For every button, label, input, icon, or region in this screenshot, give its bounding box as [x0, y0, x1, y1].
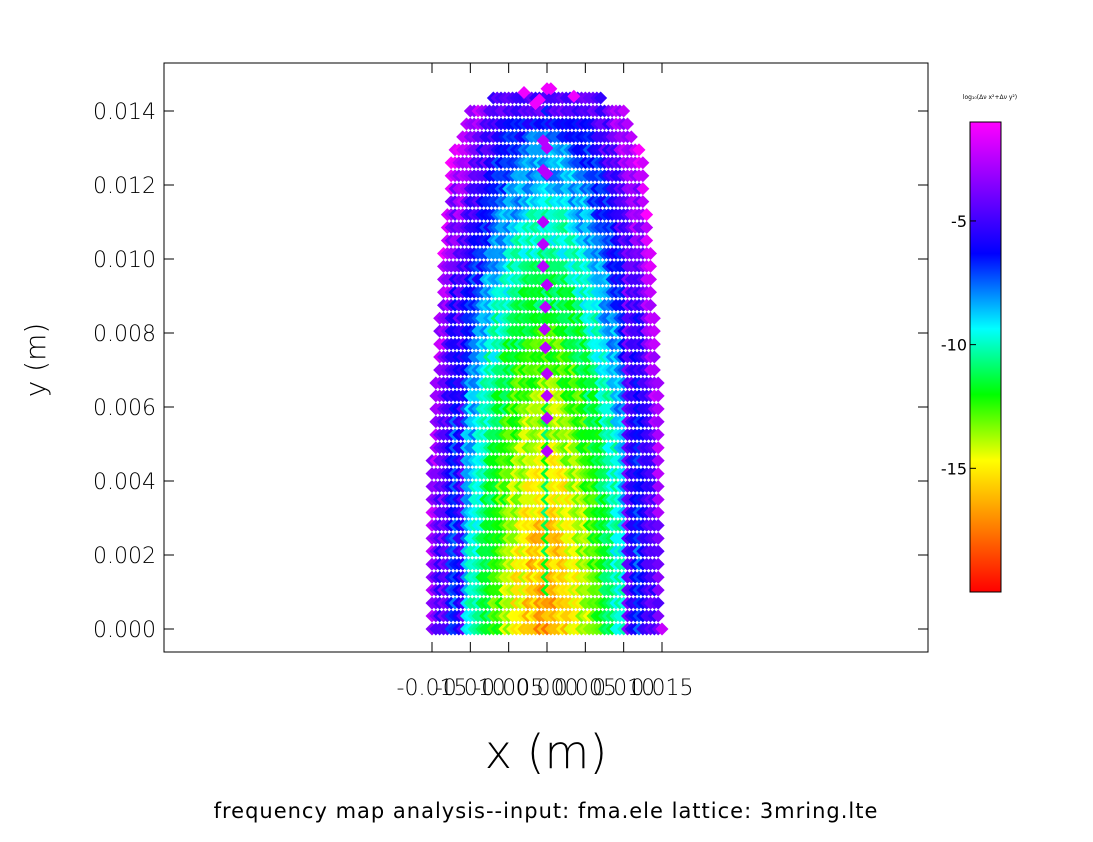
- data-point: [538, 322, 552, 336]
- data-point: [651, 428, 665, 442]
- data-point: [617, 104, 631, 118]
- data-point: [651, 454, 665, 468]
- plot-frame: [163, 62, 929, 653]
- y-tick-label: 0.012: [93, 174, 156, 199]
- data-point: [651, 583, 665, 597]
- data-point: [644, 259, 658, 273]
- data-point: [651, 480, 665, 494]
- x-axis-label: x (m): [485, 725, 608, 779]
- colorbar-tick-label: -15: [941, 459, 967, 478]
- data-point: [647, 311, 661, 325]
- data-point: [538, 341, 552, 355]
- y-tick-label: 0.000: [93, 618, 156, 643]
- data-point: [624, 130, 638, 144]
- x-tick-label: 0.010: [592, 676, 655, 701]
- data-point: [647, 363, 661, 377]
- data-point: [528, 97, 542, 111]
- chart-caption: frequency map analysis--input: fma.ele l…: [214, 799, 879, 823]
- data-point: [540, 141, 554, 155]
- data-point: [644, 272, 658, 286]
- colorbar-title: log₁₀(Δν x²+Δν y²): [963, 94, 1017, 101]
- plot-area: [425, 82, 669, 636]
- data-point: [647, 350, 661, 364]
- data-point: [540, 167, 554, 181]
- x-tick-label: 0.005: [554, 676, 617, 701]
- data-point: [540, 411, 554, 425]
- data-point: [651, 493, 665, 506]
- data-point: [651, 570, 665, 584]
- y-tick-label: 0.008: [93, 322, 156, 347]
- data-point: [651, 389, 665, 403]
- data-point: [636, 156, 650, 170]
- data-point: [540, 278, 554, 292]
- data-point: [651, 596, 665, 610]
- data-point: [647, 337, 661, 351]
- data-point: [640, 234, 654, 247]
- data-point: [536, 237, 550, 251]
- data-point: [651, 402, 665, 416]
- x-tick-label: -0.005: [473, 676, 544, 701]
- data-point: [651, 441, 665, 455]
- data-point: [636, 169, 650, 183]
- data-point: [540, 444, 554, 458]
- data-point: [636, 195, 650, 209]
- y-axis-label: y (m): [19, 323, 52, 398]
- data-point: [651, 505, 665, 519]
- colorbar-tick-label: -10: [941, 336, 967, 355]
- data-point: [621, 117, 635, 131]
- x-tick-label: -0.010: [435, 676, 506, 701]
- data-point: [540, 389, 554, 403]
- colorbar-ticks: -5 -10 -15: [941, 212, 976, 478]
- data-point: [538, 300, 552, 314]
- y-tick-label: 0.006: [93, 396, 156, 421]
- y-tick-label: 0.002: [93, 544, 156, 569]
- x-tick-label: 0.015: [631, 676, 694, 701]
- data-point: [651, 415, 665, 429]
- data-point: [544, 82, 558, 96]
- data-point: [651, 609, 665, 623]
- data-point: [655, 622, 669, 636]
- data-point: [651, 467, 665, 481]
- data-point: [644, 298, 658, 312]
- data-point: [594, 91, 608, 105]
- colorbar: log₁₀(Δν x²+Δν y²) -5 -10 -15: [941, 94, 1017, 593]
- data-point: [647, 324, 661, 338]
- colorbar-scale: [969, 121, 1002, 593]
- data-point: [567, 89, 581, 103]
- x-tick-label: 0.000: [516, 676, 579, 701]
- data-point: [517, 86, 531, 99]
- data-point: [636, 182, 650, 196]
- data-point: [651, 531, 665, 545]
- colorbar-tick-label: -5: [951, 212, 967, 231]
- x-tick-label: -0.015: [397, 676, 468, 701]
- data-point: [644, 285, 658, 299]
- y-tick-label: 0.014: [93, 100, 156, 125]
- y-tick-label: 0.010: [93, 248, 156, 273]
- data-point: [651, 376, 665, 390]
- data-point: [536, 215, 550, 229]
- data-point: [640, 221, 654, 235]
- data-point: [651, 557, 665, 571]
- y-tick-label: 0.004: [93, 470, 156, 495]
- data-point: [540, 367, 554, 381]
- data-point: [651, 544, 665, 558]
- data-point: [632, 143, 646, 157]
- data-point: [651, 518, 665, 532]
- data-point: [536, 259, 550, 273]
- y-axis-ticks: 0.000 0.002 0.004 0.006 0.008 0.010 0.012 0.014: [93, 100, 928, 643]
- data-point: [644, 246, 658, 260]
- data-point: [640, 208, 654, 222]
